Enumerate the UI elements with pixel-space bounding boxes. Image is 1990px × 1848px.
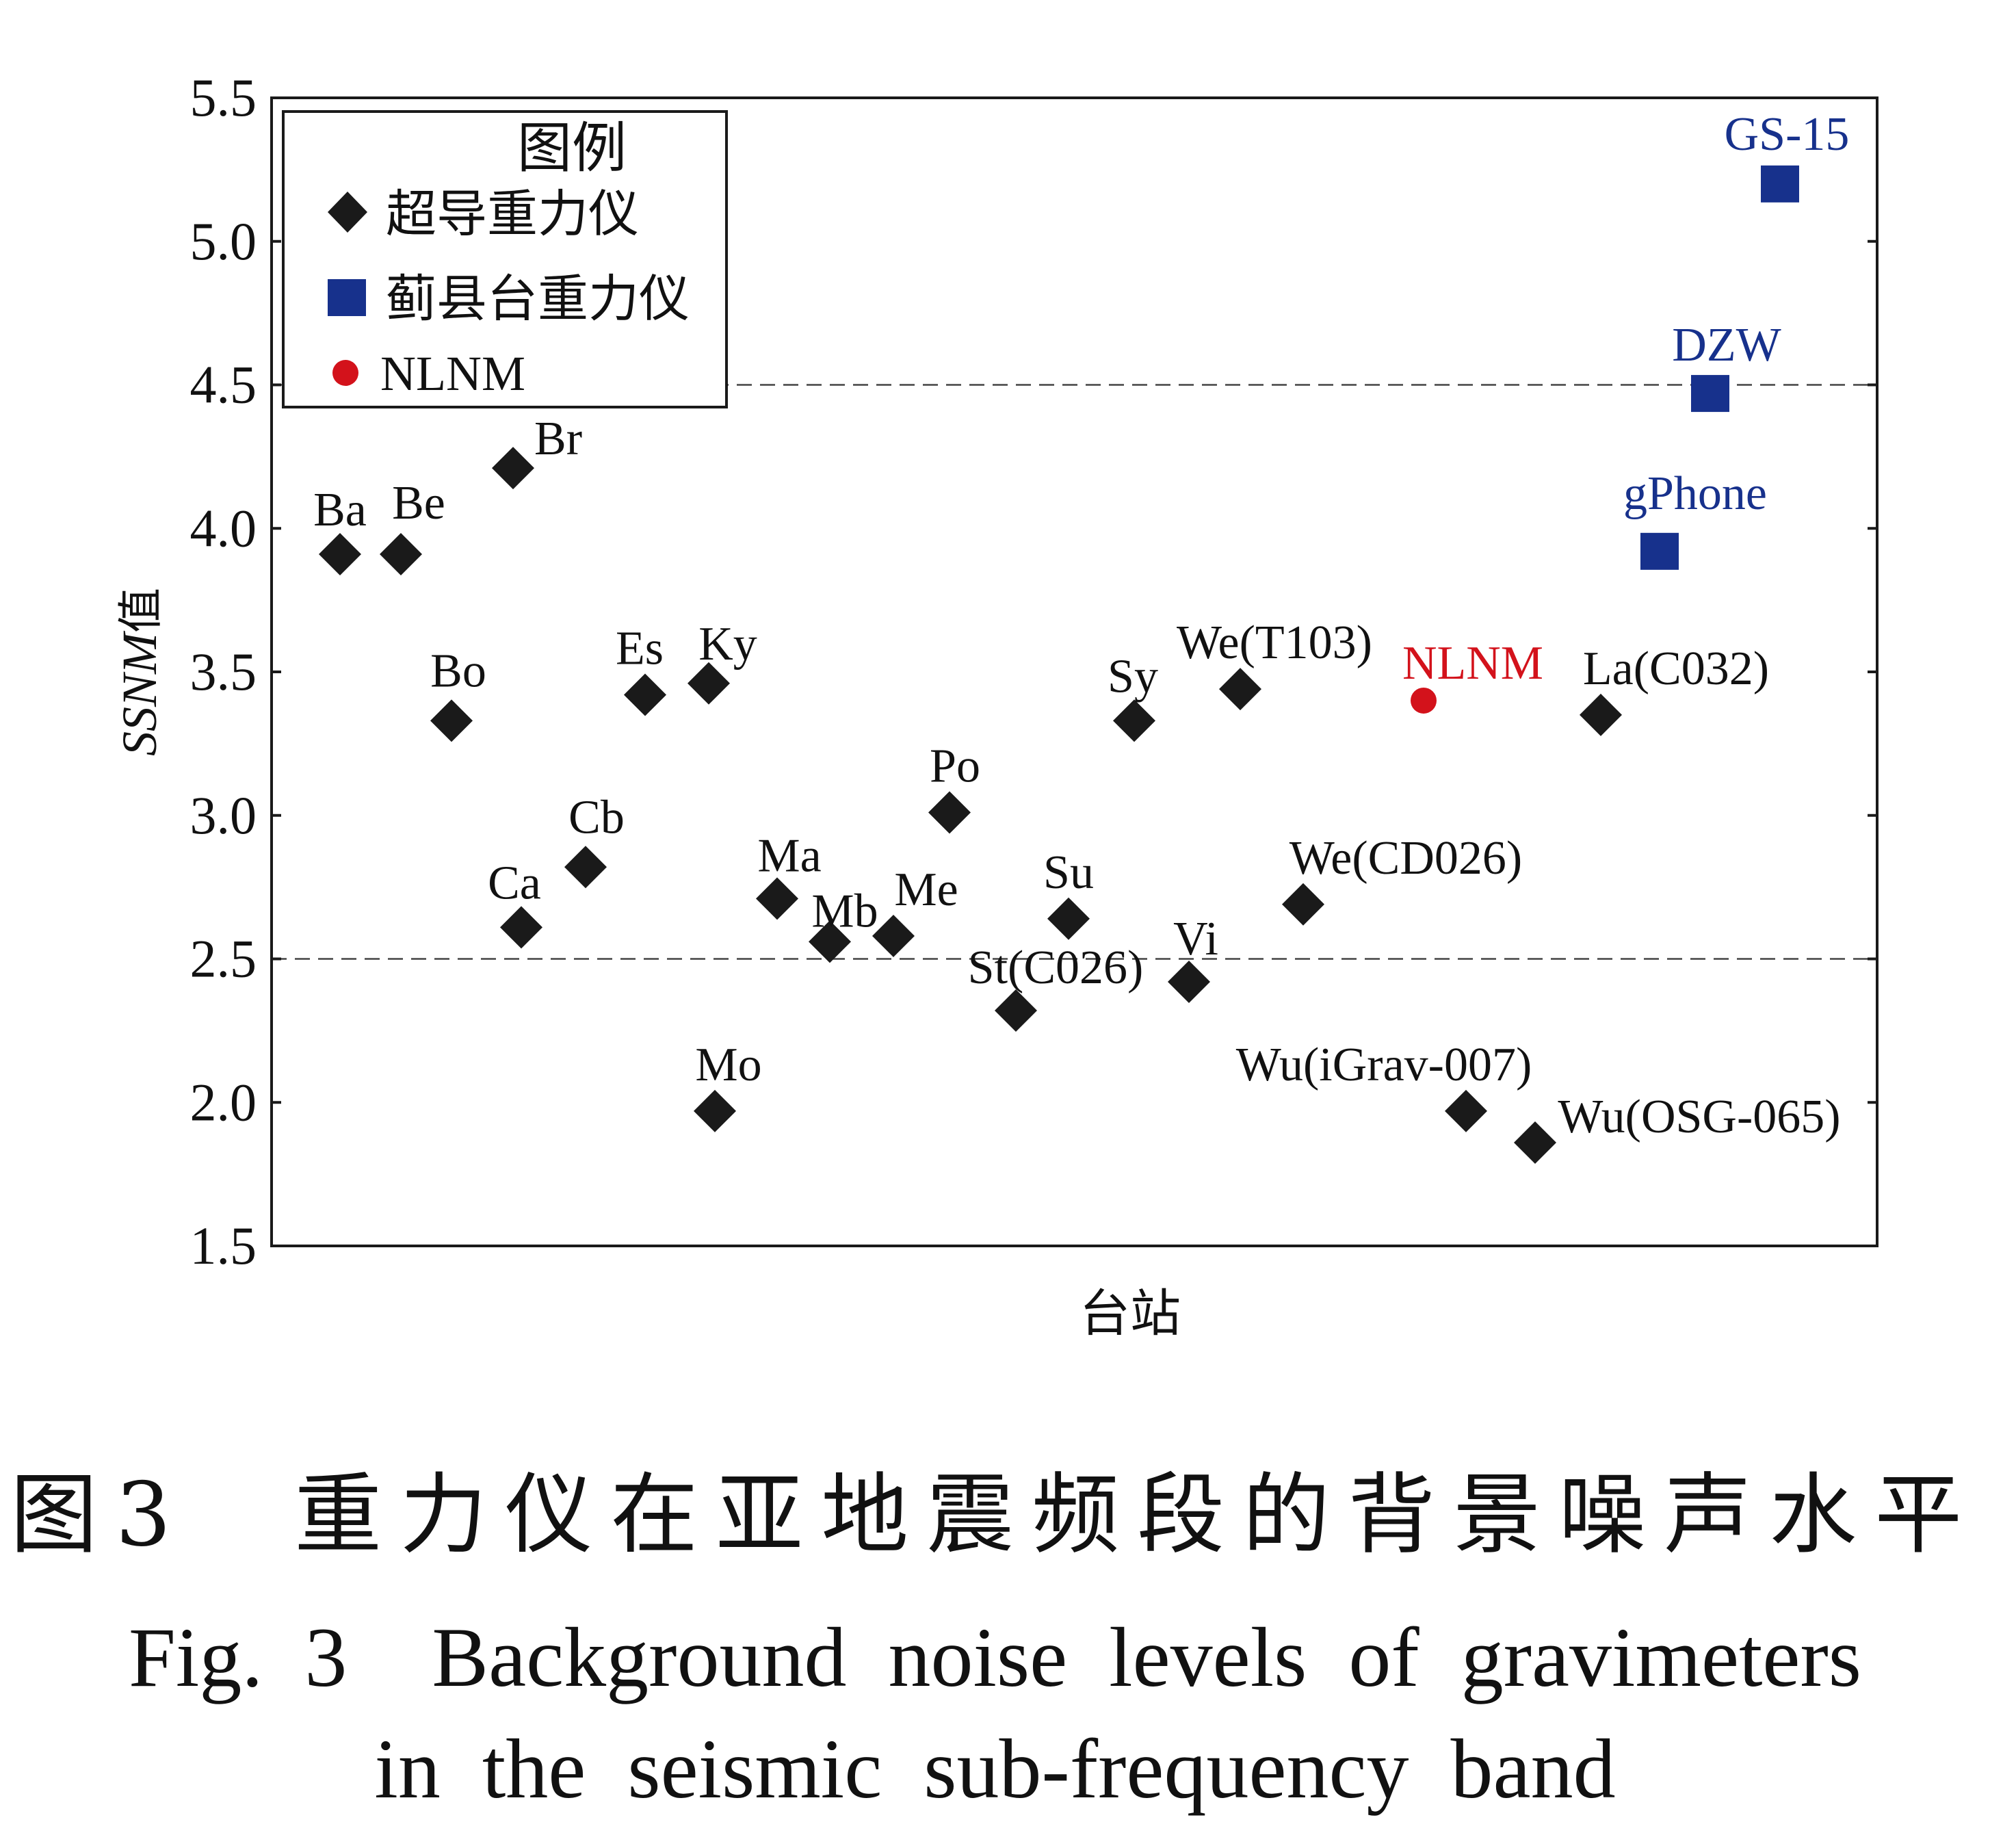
- diamond-marker: [624, 673, 666, 716]
- diamond-marker: [694, 1089, 736, 1132]
- y-axis-label-italic: SSNM: [112, 630, 167, 756]
- point-label: Mb: [811, 885, 878, 937]
- diamond-marker: [430, 699, 473, 742]
- caption-chinese: 图3 重力仪在亚地震频段的背景噪声水平: [10, 1464, 1980, 1566]
- diamond-marker: [1047, 897, 1090, 940]
- diamond-marker: [1580, 693, 1622, 736]
- square-marker: [1691, 375, 1729, 413]
- y-tick-label: 5.5: [190, 68, 257, 127]
- point-label: Ma: [757, 829, 821, 882]
- diamond-marker: [1514, 1121, 1556, 1164]
- point-label: Ca: [488, 857, 541, 909]
- point-label: Cb: [568, 791, 625, 844]
- point-label: Mo: [695, 1039, 761, 1091]
- point-label: Wu(iGrav-007): [1236, 1039, 1532, 1091]
- point-label: Vi: [1173, 913, 1218, 965]
- y-axis-label: SSNM值: [112, 588, 167, 756]
- point-label: Bo: [430, 645, 486, 697]
- y-tick-label: 3.5: [190, 642, 257, 701]
- point-label: Be: [392, 477, 445, 530]
- point-label: Po: [930, 740, 980, 793]
- data-markers: [319, 165, 1799, 1164]
- point-label: Es: [616, 623, 664, 675]
- diamond-marker: [1219, 668, 1261, 711]
- point-label: Ky: [698, 618, 757, 671]
- point-label: GS-15: [1725, 108, 1850, 161]
- point-label: DZW: [1672, 319, 1781, 372]
- y-tick-label: 2.0: [190, 1072, 257, 1132]
- caption-english-line1: Fig. 3 Background noise levels of gravim…: [128, 1611, 1862, 1704]
- point-label: Ba: [313, 484, 367, 536]
- plot-frame: [270, 96, 1878, 1247]
- point-label: Su: [1043, 846, 1094, 899]
- diamond-marker: [1168, 961, 1210, 1004]
- point-label: Wu(OSG-065): [1558, 1091, 1840, 1143]
- diamond-marker: [809, 920, 851, 963]
- y-axis-ticks: 1.5 2.0 2.5 3.0 3.5 4.0 4.5 5.0 5.5: [190, 68, 1877, 1275]
- diamond-marker: [319, 533, 361, 576]
- legend-entry-superconducting: 超导重力仪: [386, 185, 639, 244]
- y-tick-label: 1.5: [190, 1216, 257, 1275]
- diamond-marker: [492, 447, 534, 490]
- y-tick-label: 2.5: [190, 929, 257, 989]
- square-marker: [1640, 532, 1679, 570]
- y-tick-label: 4.5: [190, 355, 257, 415]
- point-label: NLNM: [1402, 637, 1543, 690]
- point-label: St(C026): [968, 941, 1144, 994]
- legend: 图例 超导重力仪 蓟县台重力仪 NLNM: [282, 110, 728, 408]
- y-axis-label-suffix: 值: [114, 588, 167, 633]
- diamond-marker: [995, 989, 1037, 1032]
- scatter-chart: 1.5 2.0 2.5 3.0 3.5 4.0 4.5 5.0 5.5 Ba Be Bo Br Ca Cb…: [112, 68, 1878, 1343]
- diamond-marker: [688, 662, 730, 705]
- point-label: gPhone: [1623, 467, 1767, 520]
- legend-diamond-icon: [328, 192, 367, 233]
- legend-entry-jixian: 蓟县台重力仪: [386, 270, 690, 328]
- point-label: Br: [534, 413, 582, 465]
- diamond-marker: [564, 846, 607, 889]
- caption-english-line2: in the seismic sub-frequency band: [374, 1722, 1616, 1816]
- point-label: We(CD026): [1289, 832, 1522, 885]
- diamond-marker: [756, 877, 798, 920]
- diamond-marker: [380, 533, 422, 576]
- legend-entry-nlnm: NLNM: [380, 346, 525, 401]
- legend-circle-icon: [332, 360, 358, 386]
- diamond-marker: [500, 906, 542, 949]
- legend-square-icon: [328, 279, 366, 316]
- legend-box: [282, 110, 728, 408]
- diamond-marker: [1113, 699, 1155, 742]
- point-label: La(C032): [1583, 642, 1769, 695]
- point-label: Sy: [1108, 650, 1158, 703]
- diamond-marker: [872, 914, 915, 957]
- point-label: Me: [894, 863, 958, 916]
- diamond-marker: [928, 791, 971, 834]
- diamond-marker: [1282, 883, 1324, 926]
- point-label: We(T103): [1177, 616, 1372, 669]
- legend-title: 图例: [517, 116, 627, 180]
- x-axis-label: 台站: [1079, 1284, 1181, 1343]
- y-tick-label: 4.0: [190, 498, 257, 558]
- diamond-marker: [1445, 1089, 1487, 1132]
- y-tick-label: 5.0: [190, 211, 257, 271]
- circle-marker: [1411, 687, 1437, 714]
- y-tick-label: 3.0: [190, 785, 257, 845]
- square-marker: [1761, 165, 1799, 203]
